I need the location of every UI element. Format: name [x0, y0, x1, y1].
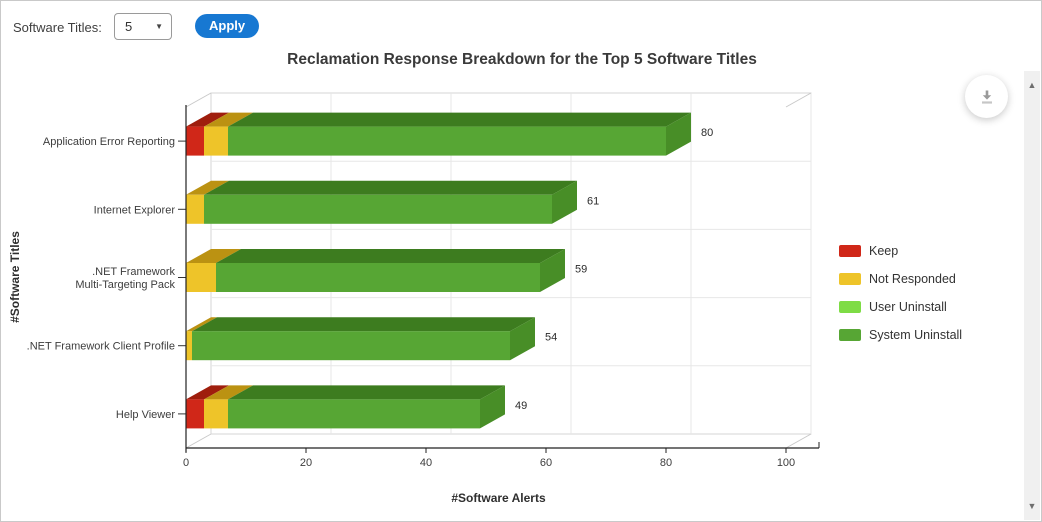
bar-row[interactable] — [186, 180, 577, 224]
bar-end-cap[interactable] — [666, 112, 691, 156]
legend-swatch-keep — [839, 244, 861, 257]
bar-segment-top[interactable] — [186, 112, 229, 127]
bar-row[interactable] — [186, 317, 535, 361]
category-label: Application Error Reporting — [43, 136, 175, 148]
software-titles-select[interactable]: 5 ▼ — [114, 13, 172, 40]
scroll-up-icon[interactable]: ▲ — [1027, 80, 1037, 90]
bar-segment-top[interactable] — [186, 249, 241, 263]
bar-segment-top[interactable] — [228, 112, 691, 127]
download-chart-button[interactable] — [965, 75, 1008, 118]
bar-segment[interactable] — [216, 263, 540, 292]
bar-segment-top[interactable] — [204, 385, 253, 400]
bar-segment-top[interactable] — [204, 112, 253, 127]
toolbar: Software Titles: 5 ▼ Apply — [1, 1, 1041, 47]
bar-segment[interactable] — [228, 399, 480, 429]
bar-segment[interactable] — [186, 263, 216, 292]
bar-end-cap[interactable] — [540, 249, 565, 292]
legend-item-keep[interactable]: Keep — [839, 243, 962, 258]
legend-item-not-responded[interactable]: Not Responded — [839, 271, 962, 286]
x-tick-label: 40 — [420, 457, 432, 469]
x-tick-label: 0 — [183, 457, 189, 469]
bar-value-label: 59 — [575, 264, 587, 276]
bar-segment[interactable] — [192, 331, 510, 361]
bar-segment-top[interactable] — [192, 317, 535, 332]
bar-segment-top[interactable] — [228, 385, 505, 400]
x-tick-label: 100 — [777, 457, 795, 469]
legend-label-keep: Keep — [869, 243, 899, 258]
bar-segment[interactable] — [186, 194, 204, 224]
category-label: Help Viewer — [116, 409, 175, 421]
bar-value-label: 49 — [515, 400, 527, 412]
legend-label-system-uninstall: System Uninstall — [869, 327, 963, 342]
bar-segment[interactable] — [204, 126, 228, 156]
legend-swatch-user-uninstall — [839, 300, 861, 313]
legend-swatch-system-uninstall — [839, 328, 861, 341]
bar-segment[interactable] — [186, 399, 204, 429]
bar-row[interactable] — [186, 385, 505, 429]
software-titles-label: Software Titles: — [13, 20, 102, 35]
bar-segment[interactable] — [186, 126, 204, 156]
plot-depth-edge — [785, 92, 812, 108]
bar-segment-top[interactable] — [186, 180, 229, 195]
bar-segment-top[interactable] — [186, 317, 217, 332]
bar-segment-top[interactable] — [216, 249, 565, 263]
bar-row[interactable] — [186, 249, 565, 292]
category-label: .NET Framework Client Profile — [27, 341, 175, 353]
plot-depth-edge — [185, 433, 212, 449]
bar-row[interactable] — [186, 112, 691, 156]
bar-end-cap[interactable] — [480, 385, 505, 429]
legend-label-not-responded: Not Responded — [869, 271, 956, 286]
bar-end-cap[interactable] — [552, 180, 577, 224]
legend-label-user-uninstall: User Uninstall — [869, 299, 947, 314]
bar-end-cap[interactable] — [510, 317, 535, 361]
x-tick-label: 20 — [300, 457, 312, 469]
chart-title: Reclamation Response Breakdown for the T… — [287, 51, 757, 68]
x-tick-label: 80 — [660, 457, 672, 469]
bar-value-label: 80 — [701, 127, 713, 139]
plot-depth-edge — [185, 92, 212, 108]
bar-segment[interactable] — [204, 194, 552, 224]
legend-swatch-not-responded — [839, 272, 861, 285]
apply-button[interactable]: Apply — [195, 14, 260, 38]
vertical-scrollbar[interactable]: ▲ ▼ — [1024, 71, 1040, 520]
bar-value-label: 61 — [587, 195, 599, 207]
bar-segment[interactable] — [186, 331, 192, 361]
plot-depth-edge — [785, 433, 812, 449]
chart-legend: Keep Not Responded User Uninstall System… — [839, 244, 962, 356]
bar-segment[interactable] — [228, 126, 666, 156]
bar-value-label: 54 — [545, 332, 557, 344]
software-titles-select-value: 5 — [125, 19, 133, 34]
bar-segment-top[interactable] — [186, 385, 229, 400]
scroll-down-icon[interactable]: ▼ — [1027, 501, 1037, 511]
x-axis-title: #Software Alerts — [451, 491, 546, 505]
legend-item-system-uninstall[interactable]: System Uninstall — [839, 327, 963, 342]
x-tick-label: 60 — [540, 457, 552, 469]
category-label: Internet Explorer — [94, 204, 176, 216]
category-label: .NET Framework Multi-Targeting Pack — [75, 266, 175, 291]
bar-segment[interactable] — [204, 399, 228, 429]
chevron-down-icon: ▼ — [155, 22, 163, 31]
download-icon — [981, 90, 992, 104]
legend-item-user-uninstall[interactable]: User Uninstall — [839, 299, 962, 314]
bar-segment-top[interactable] — [204, 180, 577, 195]
